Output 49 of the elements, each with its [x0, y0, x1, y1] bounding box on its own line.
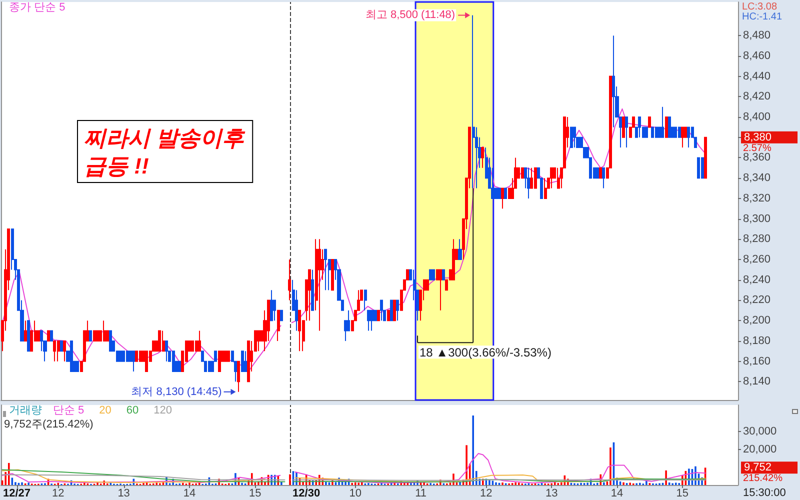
annotation: 18 ▲300(3.66%/-3.53%) [420, 346, 552, 360]
text: 9,752 [744, 462, 772, 474]
y-tick-label: 8,180 [743, 334, 771, 347]
y-tick-label: 8,460 [743, 50, 771, 62]
x-tick-label: 15 [676, 488, 689, 500]
text: HC:-1.41 [742, 12, 782, 22]
text: 종가 단순 5 [9, 2, 66, 14]
y-tick-label: 8,140 [743, 376, 771, 388]
x-tick-label: 12/27 [3, 488, 31, 500]
x-tick-label: 10 [349, 488, 362, 500]
y-tick-label: 8,240 [743, 274, 771, 286]
text: 15:30:00 [743, 487, 786, 499]
x-tick-label: 15 [249, 488, 262, 500]
chart-title: 거래량 [9, 404, 42, 416]
x-tick-label: 13 [118, 488, 130, 500]
x-tick-label: 12 [480, 488, 492, 500]
annotation: 최저 8,130 (14:45) [131, 386, 222, 398]
text: 215.42% [743, 473, 783, 484]
x-tick-label: 12 [52, 488, 64, 500]
text: 2.57% [743, 142, 772, 154]
y-tick-label: 8,320 [743, 192, 771, 204]
annotation: 최고 8,500 (11:48) [365, 9, 456, 22]
y-tick-label: 8,160 [743, 355, 771, 368]
text: LC:3.08 [742, 2, 778, 12]
y-tick-label: 20,000 [743, 443, 777, 456]
x-tick-label: 11 [415, 488, 426, 500]
y-tick-label: 8,480 [743, 30, 771, 42]
annotation: 9,752주(215.42%) [4, 418, 94, 430]
x-tick-label: 14 [610, 488, 624, 500]
y-tick-label: 8,300 [743, 212, 771, 225]
x-tick-label: 13 [545, 488, 558, 500]
text: 20 [99, 404, 112, 416]
y-tick-label: 8,440 [743, 70, 771, 82]
y-tick-label: 8,340 [743, 172, 771, 184]
text: 60 [126, 404, 139, 416]
y-tick-label: 30,000 [743, 426, 777, 438]
text: 120 [154, 404, 172, 416]
text: 8,380 [744, 131, 772, 144]
y-tick-label: 8,360 [743, 152, 771, 164]
text: 단순 5 [53, 404, 84, 416]
x-tick-label: 12/30 [292, 488, 320, 500]
y-tick-label: 8,280 [743, 233, 771, 246]
y-tick-label: 8,200 [743, 314, 771, 327]
y-tick-label: 8,220 [743, 294, 771, 306]
y-tick-label: 8,260 [743, 254, 771, 266]
y-tick-label: 8,420 [743, 90, 771, 103]
x-tick-label: 14 [183, 488, 196, 500]
y-tick-label: 8,400 [743, 111, 771, 124]
annotation: 찌라시 발송이후 급등 !! [84, 126, 246, 178]
